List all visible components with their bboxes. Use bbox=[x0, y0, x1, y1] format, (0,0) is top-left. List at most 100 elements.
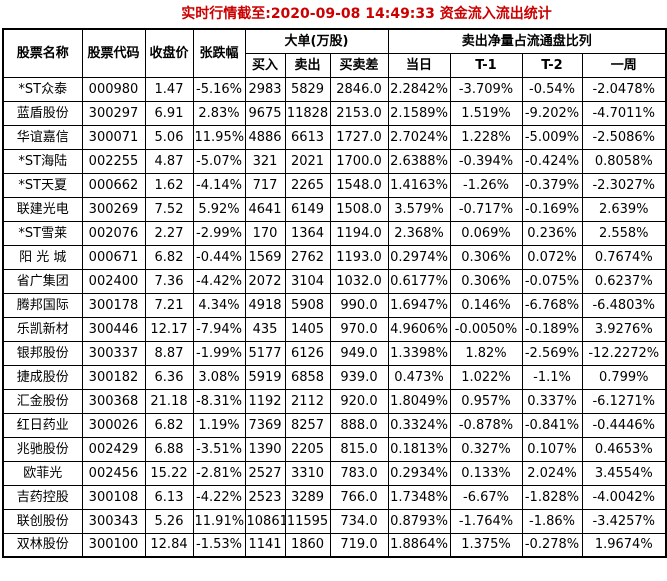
cell-stock-name[interactable]: 阳 光 城 bbox=[2, 244, 83, 270]
cell-stock-code[interactable]: 002400 bbox=[81, 268, 146, 294]
cell-stock-code[interactable]: 300343 bbox=[81, 508, 146, 534]
cell-sell-volume: 8257 bbox=[284, 412, 331, 438]
cell-stock-code[interactable]: 300178 bbox=[81, 292, 146, 318]
cell-close-price: 5.26 bbox=[144, 508, 194, 534]
cell-ratio-day: 1.8864% bbox=[387, 532, 451, 558]
cell-stock-name[interactable]: 乐凯新材 bbox=[2, 316, 83, 342]
cell-close-price: 7.52 bbox=[144, 196, 194, 222]
cell-change-pct: 11.95% bbox=[192, 124, 246, 150]
cell-stock-name[interactable]: 欧菲光 bbox=[2, 460, 83, 486]
cell-stock-name[interactable]: 联建光电 bbox=[2, 196, 83, 222]
cell-stock-name[interactable]: 银邦股份 bbox=[2, 340, 83, 366]
table-row: 腾邦国际 300178 7.21 4.34% 4918 5908 990.0 1… bbox=[2, 292, 667, 318]
cell-ratio-t2: 0.236% bbox=[521, 220, 583, 246]
cell-stock-name[interactable]: *ST众泰 bbox=[2, 76, 83, 102]
table-row: 红日药业 300026 6.82 1.19% 7369 8257 888.0 0… bbox=[2, 412, 667, 438]
cell-close-price: 5.06 bbox=[144, 124, 194, 150]
cell-stock-code[interactable]: 002456 bbox=[81, 460, 146, 486]
cell-buy-sell-diff: 970.0 bbox=[329, 316, 389, 342]
cell-ratio-t2: -1.828% bbox=[521, 484, 583, 510]
cell-stock-code[interactable]: 000980 bbox=[81, 76, 146, 102]
cell-ratio-t2: -6.768% bbox=[521, 292, 583, 318]
table-row: 双林股份 300100 12.84 -1.53% 1141 1860 719.0… bbox=[2, 532, 667, 558]
cell-buy-sell-diff: 1508.0 bbox=[329, 196, 389, 222]
cell-ratio-t2: -0.841% bbox=[521, 412, 583, 438]
cell-ratio-t1: 0.306% bbox=[449, 244, 523, 270]
cell-buy-volume: 5177 bbox=[244, 340, 286, 366]
cell-change-pct: 1.19% bbox=[192, 412, 246, 438]
cell-buy-volume: 4918 bbox=[244, 292, 286, 318]
cell-stock-code[interactable]: 300337 bbox=[81, 340, 146, 366]
cell-close-price: 12.17 bbox=[144, 316, 194, 342]
cell-ratio-t2: 0.337% bbox=[521, 388, 583, 414]
cell-stock-name[interactable]: *ST雪莱 bbox=[2, 220, 83, 246]
table-row: *ST天夏 000662 1.62 -4.14% 717 2265 1548.0… bbox=[2, 172, 667, 198]
cell-stock-code[interactable]: 002076 bbox=[81, 220, 146, 246]
cell-ratio-t1: -1.26% bbox=[449, 172, 523, 198]
cell-stock-code[interactable]: 002255 bbox=[81, 148, 146, 174]
cell-buy-volume: 170 bbox=[244, 220, 286, 246]
cell-ratio-week: 0.4653% bbox=[581, 436, 667, 462]
cell-close-price: 2.27 bbox=[144, 220, 194, 246]
table-row: 蓝盾股份 300297 6.91 2.83% 9675 11828 2153.0… bbox=[2, 100, 667, 126]
cell-stock-code[interactable]: 002429 bbox=[81, 436, 146, 462]
cell-ratio-week: -2.3027% bbox=[581, 172, 667, 198]
cell-stock-code[interactable]: 300269 bbox=[81, 196, 146, 222]
cell-stock-name[interactable]: *ST海陆 bbox=[2, 148, 83, 174]
cell-sell-volume: 11828 bbox=[284, 100, 331, 126]
cell-ratio-t1: 0.306% bbox=[449, 268, 523, 294]
cell-stock-code[interactable]: 300026 bbox=[81, 412, 146, 438]
cell-ratio-t2: -0.189% bbox=[521, 316, 583, 342]
cell-stock-name[interactable]: 双林股份 bbox=[2, 532, 83, 558]
cell-stock-name[interactable]: 联创股份 bbox=[2, 508, 83, 534]
cell-stock-name[interactable]: 汇金股份 bbox=[2, 388, 83, 414]
cell-change-pct: -5.07% bbox=[192, 148, 246, 174]
cell-ratio-day: 1.8049% bbox=[387, 388, 451, 414]
cell-ratio-t2: -1.86% bbox=[521, 508, 583, 534]
page-title: 实时行情截至:2020-09-08 14:49:33 资金流入流出统计 bbox=[181, 6, 552, 22]
cell-stock-name[interactable]: 腾邦国际 bbox=[2, 292, 83, 318]
cell-change-pct: -2.81% bbox=[192, 460, 246, 486]
cell-ratio-t2: 0.107% bbox=[521, 436, 583, 462]
cell-stock-name[interactable]: 捷成股份 bbox=[2, 364, 83, 390]
cell-stock-code[interactable]: 300100 bbox=[81, 532, 146, 558]
cell-stock-name[interactable]: 吉药控股 bbox=[2, 484, 83, 510]
cell-buy-sell-diff: 888.0 bbox=[329, 412, 389, 438]
cell-ratio-week: -4.7011% bbox=[581, 100, 667, 126]
cell-buy-volume: 321 bbox=[244, 148, 286, 174]
cell-close-price: 8.87 bbox=[144, 340, 194, 366]
cell-sell-volume: 2021 bbox=[284, 148, 331, 174]
header-buy-sell-diff: 买卖差 bbox=[329, 52, 389, 78]
cell-ratio-week: 1.9674% bbox=[581, 532, 667, 558]
cell-stock-code[interactable]: 300446 bbox=[81, 316, 146, 342]
cell-ratio-t1: 1.375% bbox=[449, 532, 523, 558]
cell-sell-volume: 3289 bbox=[284, 484, 331, 510]
cell-stock-name[interactable]: 华谊嘉信 bbox=[2, 124, 83, 150]
cell-ratio-day: 0.3324% bbox=[387, 412, 451, 438]
cell-ratio-t1: 0.327% bbox=[449, 436, 523, 462]
cell-buy-volume: 4641 bbox=[244, 196, 286, 222]
cell-buy-volume: 717 bbox=[244, 172, 286, 198]
capital-flow-table: 股票名称 股票代码 收盘价 张跌幅 大单(万股) 卖出净量占流通盘比列 买入 卖… bbox=[2, 28, 667, 558]
cell-stock-code[interactable]: 300297 bbox=[81, 100, 146, 126]
cell-buy-volume: 2523 bbox=[244, 484, 286, 510]
cell-stock-code[interactable]: 000671 bbox=[81, 244, 146, 270]
table-row: 联创股份 300343 5.26 11.91% 10861 11595 734.… bbox=[2, 508, 667, 534]
cell-stock-code[interactable]: 000662 bbox=[81, 172, 146, 198]
cell-stock-name[interactable]: 蓝盾股份 bbox=[2, 100, 83, 126]
cell-buy-volume: 1192 bbox=[244, 388, 286, 414]
cell-stock-code[interactable]: 300368 bbox=[81, 388, 146, 414]
cell-buy-sell-diff: 1700.0 bbox=[329, 148, 389, 174]
cell-stock-name[interactable]: 红日药业 bbox=[2, 412, 83, 438]
cell-change-pct: 2.83% bbox=[192, 100, 246, 126]
cell-stock-name[interactable]: 省广集团 bbox=[2, 268, 83, 294]
cell-stock-code[interactable]: 300108 bbox=[81, 484, 146, 510]
cell-stock-name[interactable]: *ST天夏 bbox=[2, 172, 83, 198]
cell-ratio-day: 1.4163% bbox=[387, 172, 451, 198]
cell-stock-name[interactable]: 兆驰股份 bbox=[2, 436, 83, 462]
cell-close-price: 6.82 bbox=[144, 244, 194, 270]
cell-ratio-t2: -0.169% bbox=[521, 196, 583, 222]
cell-stock-code[interactable]: 300071 bbox=[81, 124, 146, 150]
cell-ratio-week: 2.558% bbox=[581, 220, 667, 246]
cell-stock-code[interactable]: 300182 bbox=[81, 364, 146, 390]
